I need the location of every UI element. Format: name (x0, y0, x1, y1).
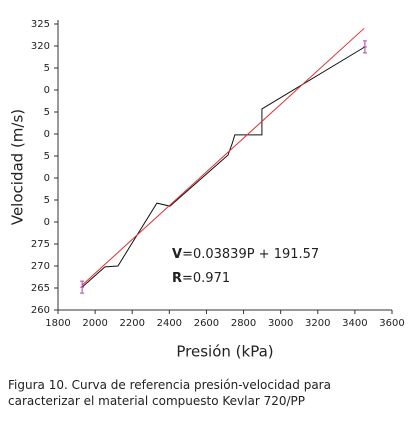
equation: V=0.03839P + 191.57 (172, 247, 319, 262)
y-tick-label: 325 (31, 19, 50, 30)
series-line (81, 46, 366, 288)
y-tick-label: 270 (31, 261, 50, 272)
y-tick-label: 0 (44, 217, 50, 228)
r-var: R (172, 271, 182, 286)
end-marker (80, 280, 85, 294)
x-tick-label: 2200 (119, 318, 144, 329)
y-tick-label: 0 (44, 85, 50, 96)
y-tick-label: 260 (31, 305, 50, 316)
y-tick-label: 5 (44, 107, 50, 118)
x-tick-label: 2000 (82, 318, 107, 329)
r-rest: =0.971 (182, 271, 230, 286)
x-tick-label: 2400 (157, 318, 182, 329)
caption-line: Figura 10. Curva de referencia presión-v… (8, 378, 331, 392)
x-tick-label: 3600 (379, 318, 404, 329)
x-tick-label: 3200 (305, 318, 330, 329)
x-tick-label: 2600 (194, 318, 219, 329)
x-tick-label: 2800 (231, 318, 256, 329)
y-tick-label: 5 (44, 151, 50, 162)
y-tick-label: 0 (44, 129, 50, 140)
equation-var: V (172, 247, 182, 262)
y-tick-label: 5 (44, 195, 50, 206)
x-tick-label: 1800 (45, 318, 70, 329)
y-tick-label: 265 (31, 283, 50, 294)
x-axis-label: Presión (kPa) (176, 343, 273, 361)
x-tick-label: 3400 (342, 318, 367, 329)
y-tick-label: 320 (31, 41, 50, 52)
y-tick-label: 275 (31, 239, 50, 250)
x-tick-label: 3000 (268, 318, 293, 329)
y-axis-label: Velocidad (m/s) (9, 109, 27, 225)
caption-line: caracterizar el material compuesto Kevla… (8, 394, 305, 408)
y-tick-label: 0 (44, 173, 50, 184)
y-tick-label: 5 (44, 63, 50, 74)
r-value: R=0.971 (172, 271, 230, 286)
end-marker (362, 40, 367, 54)
series-line (81, 27, 365, 286)
equation-rest: =0.03839P + 191.57 (182, 247, 319, 262)
